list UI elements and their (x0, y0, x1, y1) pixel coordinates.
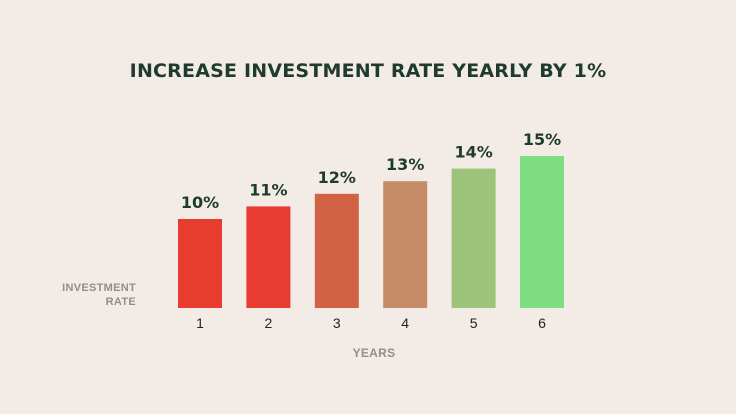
value-label-year-4: 13% (386, 155, 424, 174)
bar-year-3 (314, 193, 359, 308)
value-label-year-6: 15% (523, 130, 561, 149)
x-tick-label-4: 4 (401, 315, 409, 331)
x-tick-label-3: 3 (333, 315, 341, 331)
x-tick-label-1: 1 (196, 315, 204, 331)
y-axis-label-line-2: RATE (105, 296, 136, 308)
value-label-year-5: 14% (454, 143, 492, 162)
value-label-year-1: 10% (181, 193, 219, 212)
chart-title: INCREASE INVESTMENT RATE YEARLY BY 1% (129, 60, 607, 82)
bar-year-6 (520, 156, 564, 308)
y-axis-label: INVESTMENT RATE (40, 281, 136, 309)
value-label-year-3: 12% (318, 168, 356, 187)
bar-year-2 (246, 206, 291, 308)
bar-year-5 (451, 168, 496, 308)
bar-year-1 (178, 219, 222, 308)
x-tick-label-6: 6 (538, 315, 546, 331)
x-tick-label-5: 5 (470, 315, 478, 331)
bar-year-4 (383, 181, 428, 308)
value-label-year-2: 11% (249, 180, 287, 199)
y-axis-label-line-1: INVESTMENT (62, 282, 136, 294)
x-axis-label: YEARS (352, 346, 396, 360)
x-tick-label-2: 2 (265, 315, 273, 331)
